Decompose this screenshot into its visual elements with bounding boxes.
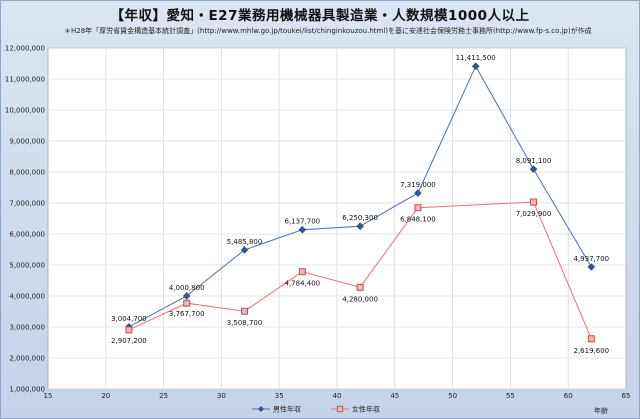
- data-label: 6,137,700: [284, 218, 320, 226]
- legend: 男性年収 女性年収: [252, 405, 380, 414]
- data-label: 3,004,700: [111, 315, 147, 323]
- point-marker: [587, 263, 596, 271]
- point-marker: [356, 222, 364, 231]
- data-label: 11,411,500: [456, 54, 496, 62]
- x-tick-label: 45: [390, 392, 399, 400]
- data-label: 4,000,800: [169, 284, 205, 292]
- x-tick-label: 35: [275, 392, 284, 400]
- point-marker: [298, 225, 307, 234]
- point-marker: [530, 198, 538, 206]
- data-label: 4,937,700: [573, 255, 609, 263]
- y-tick-label: 2,000,000: [9, 355, 45, 363]
- point-marker: [414, 189, 422, 197]
- x-tick-label: 25: [159, 392, 168, 400]
- data-label: 4,784,400: [284, 280, 320, 288]
- series-line-1: [128, 201, 592, 339]
- point-marker: [182, 292, 191, 300]
- legend-marker: [258, 406, 264, 412]
- series-markers: [125, 62, 596, 343]
- x-axis-label: 年齢: [594, 406, 608, 415]
- x-tick-label: 30: [217, 392, 226, 400]
- x-tick-label: 55: [506, 392, 515, 400]
- y-tick-label: 8,000,000: [9, 169, 45, 177]
- point-marker: [414, 204, 422, 212]
- x-tick-label: 20: [101, 392, 110, 400]
- y-tick-label: 10,000,000: [5, 107, 45, 115]
- point-marker: [298, 268, 306, 276]
- data-labels: 3,004,700 4,000,800 5,485,800 6,137,700 6,25…: [111, 54, 609, 355]
- data-label: 2,619,600: [573, 347, 609, 355]
- y-tick-label: 11,000,000: [5, 76, 45, 84]
- y-tick-label: 7,000,000: [9, 200, 45, 208]
- x-axis-ticks: 15 20 25 30 35 40 45 50 55 60 65: [44, 392, 631, 400]
- point-marker: [125, 326, 133, 334]
- grid-lines: [48, 47, 626, 390]
- data-label: 6,250,300: [342, 214, 378, 222]
- x-tick-label: 50: [448, 392, 457, 400]
- point-marker: [471, 62, 480, 71]
- point-marker: [183, 299, 191, 307]
- point-marker: [241, 307, 249, 315]
- data-label: 3,767,700: [169, 310, 205, 318]
- point-marker: [529, 165, 538, 174]
- x-tick-label: 15: [44, 392, 53, 400]
- legend-marker: [336, 405, 344, 413]
- point-marker: [356, 283, 364, 291]
- x-tick-label: 40: [333, 392, 342, 400]
- y-tick-label: 3,000,000: [9, 324, 45, 332]
- point-marker: [240, 246, 249, 254]
- chart-title: 【年収】愛知・E27業務用機械器具製造業・人数規模1000人以上: [110, 8, 530, 24]
- data-label: 3,508,700: [227, 319, 263, 327]
- data-label: 5,485,800: [227, 238, 263, 246]
- y-tick-label: 5,000,000: [9, 262, 45, 270]
- y-tick-label: 9,000,000: [9, 138, 45, 146]
- y-tick-label: 12,000,000: [5, 45, 45, 53]
- data-label: 4,280,000: [342, 295, 378, 303]
- data-label: 7,029,900: [516, 210, 552, 218]
- y-tick-label: 4,000,000: [9, 293, 45, 301]
- chart-subtitle: ＊H28年「厚労省賃金構造基本統計調査」(http://www.mhlw.go.…: [64, 27, 592, 35]
- y-tick-label: 1,000,000: [9, 386, 45, 394]
- x-tick-label: 60: [564, 392, 573, 400]
- y-axis-ticks: 1,000,000 2,000,000 3,000,000 4,000,000 5,00…: [5, 45, 45, 394]
- legend-label: 男性年収: [273, 405, 301, 414]
- x-tick-label: 65: [622, 392, 631, 400]
- data-label: 7,319,000: [400, 181, 436, 189]
- point-marker: [587, 335, 595, 343]
- data-label: 8,091,100: [516, 157, 552, 165]
- data-label: 6,848,100: [400, 216, 436, 224]
- data-label: 2,907,200: [111, 337, 147, 345]
- y-tick-label: 6,000,000: [9, 231, 45, 239]
- legend-label: 女性年収: [352, 405, 380, 414]
